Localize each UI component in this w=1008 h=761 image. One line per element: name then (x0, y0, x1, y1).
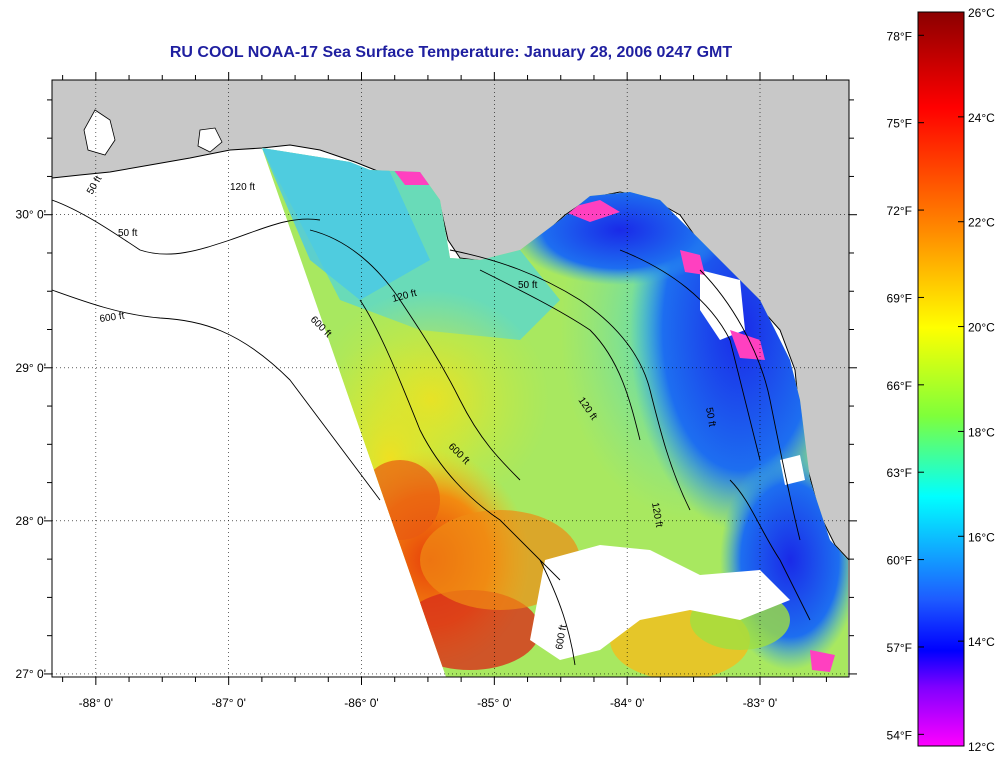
colorbar-fahrenheit-labels: 78°F 75°F 72°F 69°F 66°F 63°F 60°F 57°F 54°F (887, 29, 924, 742)
contour-label: 50 ft (118, 228, 138, 239)
colorbar-celsius-label: 12°C (968, 740, 995, 754)
colorbar-fahrenheit-label: 72°F (887, 204, 912, 218)
colorbar-celsius-labels: 26°C 24°C 22°C 20°C 18°C 16°C 14°C 12°C (958, 6, 995, 754)
colorbar-celsius-label: 20°C (968, 321, 995, 335)
bay-left (83, 109, 116, 156)
x-tick-label: -84° 0' (610, 696, 644, 710)
bay-right (197, 127, 223, 153)
colorbar-fahrenheit-label: 54°F (887, 728, 912, 742)
colorbar: 26°C 24°C 22°C 20°C 18°C 16°C 14°C 12°C 78°F 75°… (887, 6, 996, 754)
graticule (52, 80, 849, 677)
contour-label: 50 ft (703, 407, 717, 428)
colorbar-fahrenheit-label: 75°F (887, 117, 912, 131)
contour-label: 120 ft (649, 502, 664, 529)
contour-label: 120 ft (230, 182, 255, 193)
x-tick-label: -87° 0' (211, 696, 245, 710)
contour-label: 50 ft (518, 280, 538, 291)
y-tick-label: 27° 0' (16, 667, 46, 681)
colorbar-celsius-label: 16°C (968, 530, 995, 544)
chart-title: RU COOL NOAA-17 Sea Surface Temperature:… (169, 44, 733, 61)
colorbar-fahrenheit-label: 63°F (887, 466, 912, 480)
colorbar-fahrenheit-label: 78°F (887, 29, 912, 43)
y-tick-label: 29° 0' (16, 361, 46, 375)
y-tick-label: 30° 0' (16, 208, 46, 222)
x-axis: -88° 0' -87° 0' -86° 0' -85° 0' -84° 0' -83° … (79, 696, 778, 710)
x-tick-label: -88° 0' (79, 696, 113, 710)
y-tick-label: 28° 0' (16, 514, 46, 528)
colorbar-fahrenheit-label: 69°F (887, 291, 912, 305)
colorbar-celsius-label: 22°C (968, 216, 995, 230)
x-tick-label: -85° 0' (477, 696, 511, 710)
colorbar-fahrenheit-label: 57°F (887, 641, 912, 655)
bathymetry-contours (52, 199, 811, 666)
plot-frame (51, 79, 850, 678)
colorbar-celsius-label: 24°C (968, 111, 995, 125)
colorbar-celsius-label: 18°C (968, 425, 995, 439)
colorbar-celsius-label: 26°C (968, 6, 995, 20)
colorbar-fahrenheit-label: 66°F (887, 379, 912, 393)
axis-ticks (44, 72, 857, 685)
y-axis: 30° 0' 29° 0' 28° 0' 27° 0' (16, 208, 46, 681)
contour-label: 600 ft (554, 624, 569, 651)
colorbar-fahrenheit-label: 60°F (887, 554, 912, 568)
x-tick-label: -83° 0' (743, 696, 777, 710)
colorbar-celsius-label: 14°C (968, 635, 995, 649)
x-tick-label: -86° 0' (344, 696, 378, 710)
colorbar-scale (917, 11, 965, 747)
contour-label: 600 ft (99, 311, 126, 325)
